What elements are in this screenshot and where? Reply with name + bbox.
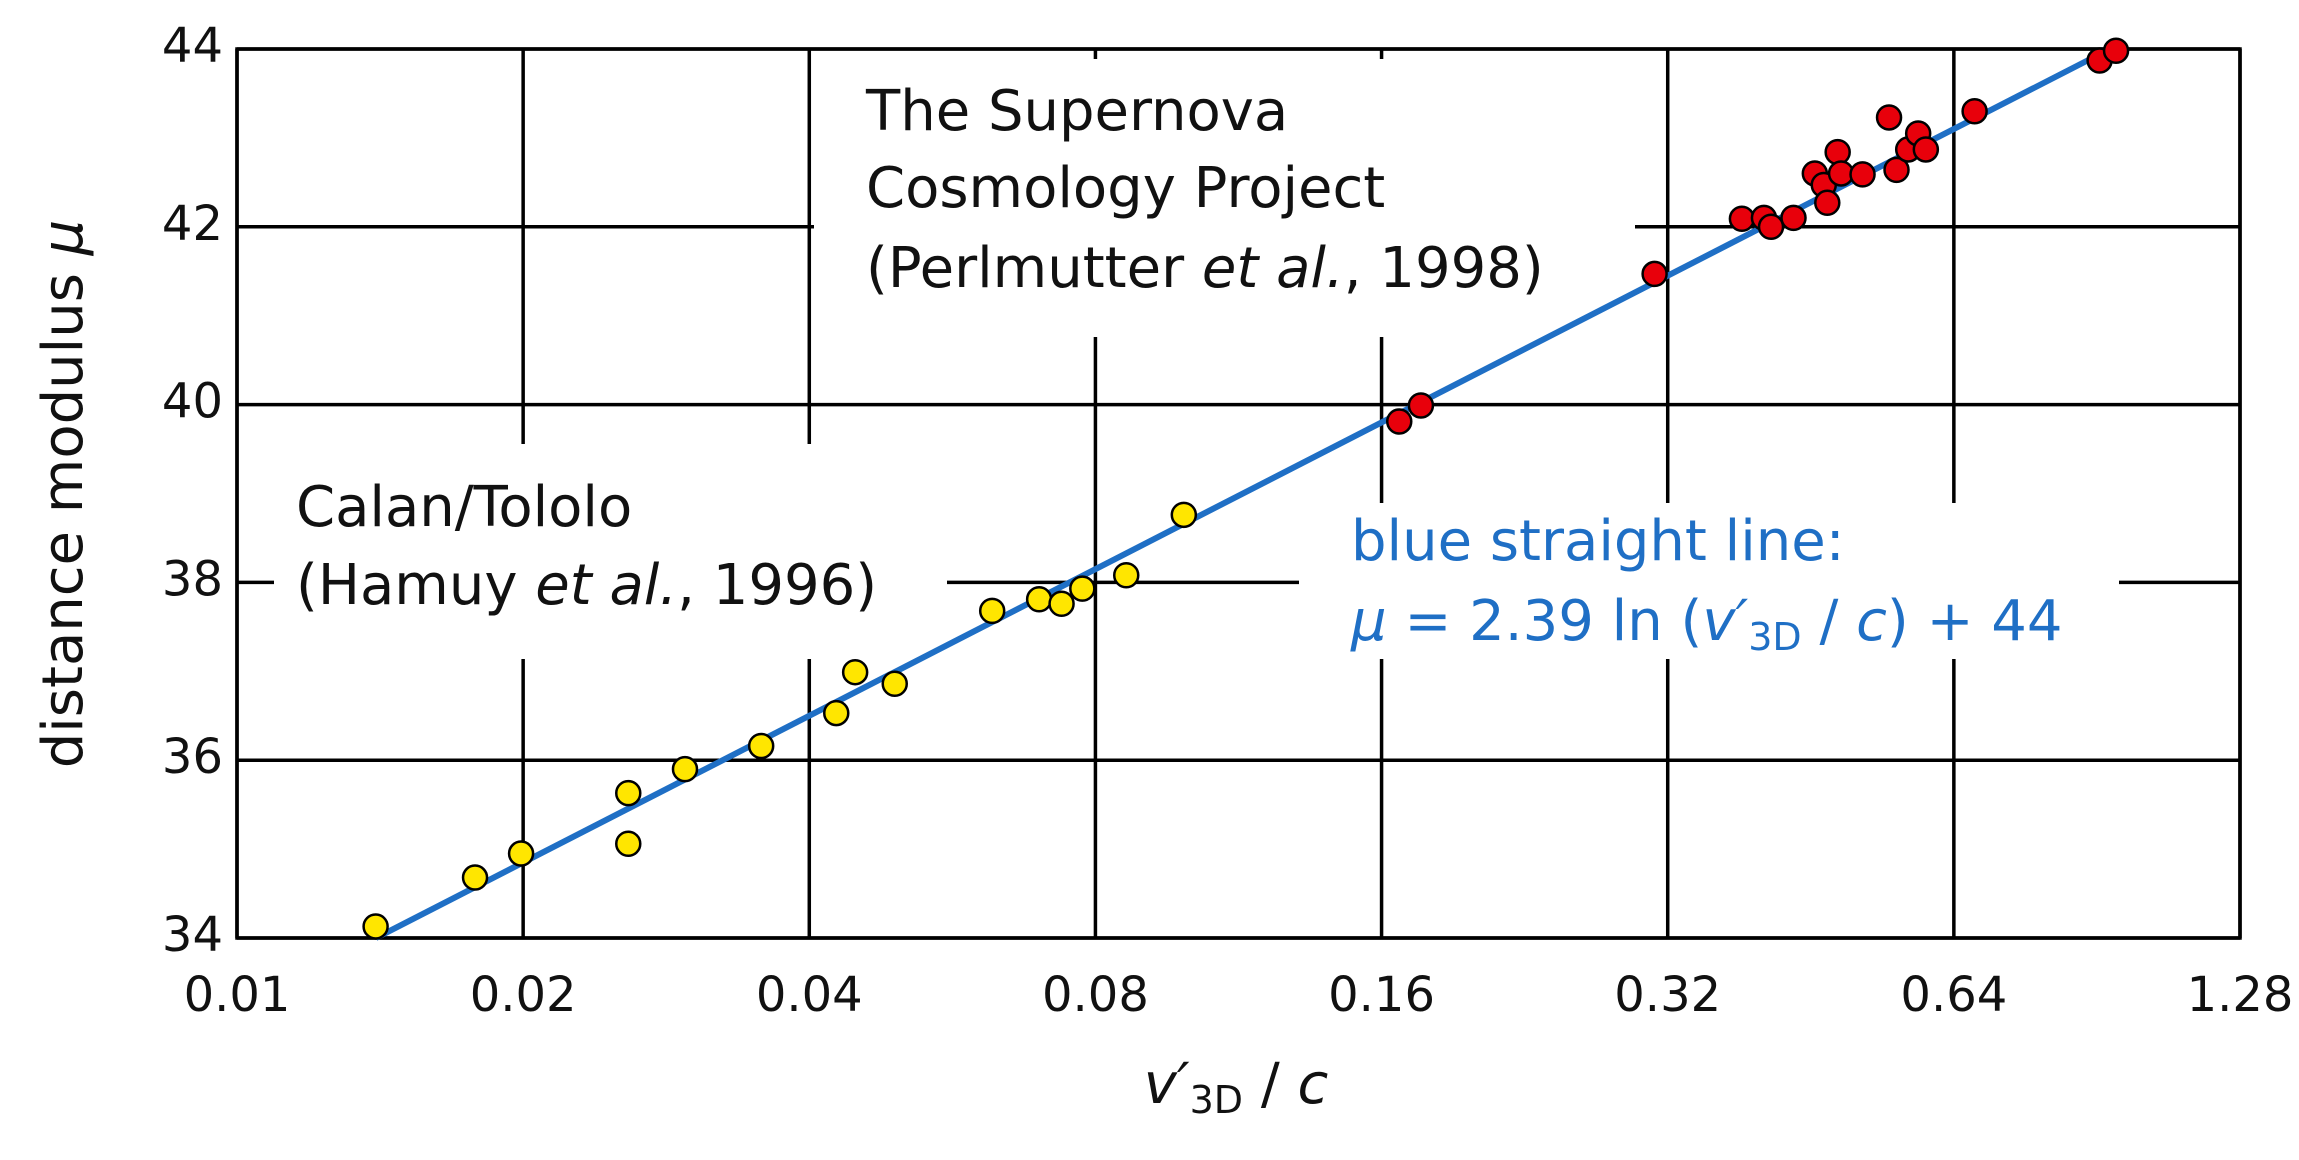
data-point <box>841 658 869 686</box>
data-point <box>1385 408 1413 435</box>
label-part: / <box>1243 1052 1297 1117</box>
annotation-part: et al. <box>1202 236 1344 301</box>
y-tick-label: 36 <box>162 729 223 785</box>
data-point <box>1407 392 1435 419</box>
data-point <box>1824 138 1851 166</box>
x-tick-label: 0.16 <box>1328 967 1435 1023</box>
y-tick-label: 44 <box>162 18 223 74</box>
annotation: blue straight line: <box>1351 509 1845 574</box>
data-point <box>1112 562 1140 589</box>
data-point <box>461 864 489 891</box>
annotation-part: ) + 44 <box>1887 589 2063 654</box>
label-part: v′ <box>1144 1052 1190 1117</box>
annotation-part: v′ <box>1702 589 1748 654</box>
y-tick-label: 38 <box>162 551 223 607</box>
label-part: c <box>1297 1052 1328 1117</box>
data-point <box>1025 586 1053 613</box>
annotation: μ = 2.39 ln (v′3D / c) + 44 <box>1350 589 2063 658</box>
annotation: (Perlmutter et al., 1998) <box>866 236 1544 301</box>
data-point <box>1641 260 1668 288</box>
y-tick-label: 40 <box>162 374 223 430</box>
data-point <box>671 755 699 783</box>
annotation-part: (Perlmutter <box>866 236 1202 301</box>
annotation-part: = 2.39 ln ( <box>1387 589 1703 654</box>
plot-frame <box>235 47 2242 940</box>
x-tick-label: 0.04 <box>756 967 863 1023</box>
x-axis-label: v′3D / c <box>1144 1052 1329 1121</box>
annotation-part: μ <box>1350 589 1387 654</box>
data-point <box>1728 205 1756 233</box>
annotation-part: c <box>1856 589 1887 654</box>
annotation: The Supernova <box>865 79 1288 144</box>
data-point <box>978 597 1006 625</box>
data-point <box>1780 204 1807 232</box>
label-part: μ <box>31 220 96 257</box>
data-point <box>823 699 850 727</box>
data-point <box>1757 213 1785 241</box>
annotation-part: , 1996) <box>677 553 877 618</box>
data-point <box>1069 575 1096 602</box>
x-tick-label: 1.28 <box>2187 967 2294 1023</box>
label-part: distance modulus <box>31 255 96 768</box>
annotation-part: (Hamuy <box>296 553 535 618</box>
data-point <box>1961 97 1988 125</box>
data-point <box>747 732 775 760</box>
x-tick-label: 0.64 <box>1900 967 2007 1023</box>
annotation-background <box>1299 503 2119 659</box>
data-point <box>2102 37 2130 65</box>
data-point <box>881 670 908 697</box>
annotation: (Hamuy et al., 1996) <box>296 553 877 618</box>
data-point <box>1048 590 1075 617</box>
data-point <box>507 840 535 867</box>
annotation-background <box>814 59 1635 337</box>
annotation: Cosmology Project <box>866 156 1385 221</box>
y-axis-label: distance modulus μ <box>31 220 96 769</box>
data-point <box>1875 104 1903 131</box>
data-point <box>1883 156 1910 184</box>
annotation: Calan/Tololo <box>296 475 632 540</box>
annotation-background <box>274 444 947 659</box>
x-tick-label: 0.02 <box>470 967 577 1023</box>
annotation-part: / <box>1802 589 1856 654</box>
data-point <box>362 913 389 940</box>
x-tick-label: 0.32 <box>1614 967 1721 1023</box>
y-tick-label: 34 <box>162 907 223 963</box>
x-tick-label: 0.01 <box>184 967 291 1023</box>
y-tick-label: 42 <box>162 196 223 252</box>
annotation-part: , 1998) <box>1344 236 1544 301</box>
annotation-part: 3D <box>1748 615 1801 659</box>
data-point <box>1912 136 1940 163</box>
data-point <box>615 779 642 807</box>
label-part: 3D <box>1190 1078 1243 1122</box>
data-point <box>1849 161 1876 188</box>
data-point <box>1170 501 1198 529</box>
x-tick-label: 0.08 <box>1042 967 1149 1023</box>
data-point <box>615 830 642 858</box>
data-point <box>1814 189 1841 217</box>
annotation-part: et al. <box>535 553 677 618</box>
